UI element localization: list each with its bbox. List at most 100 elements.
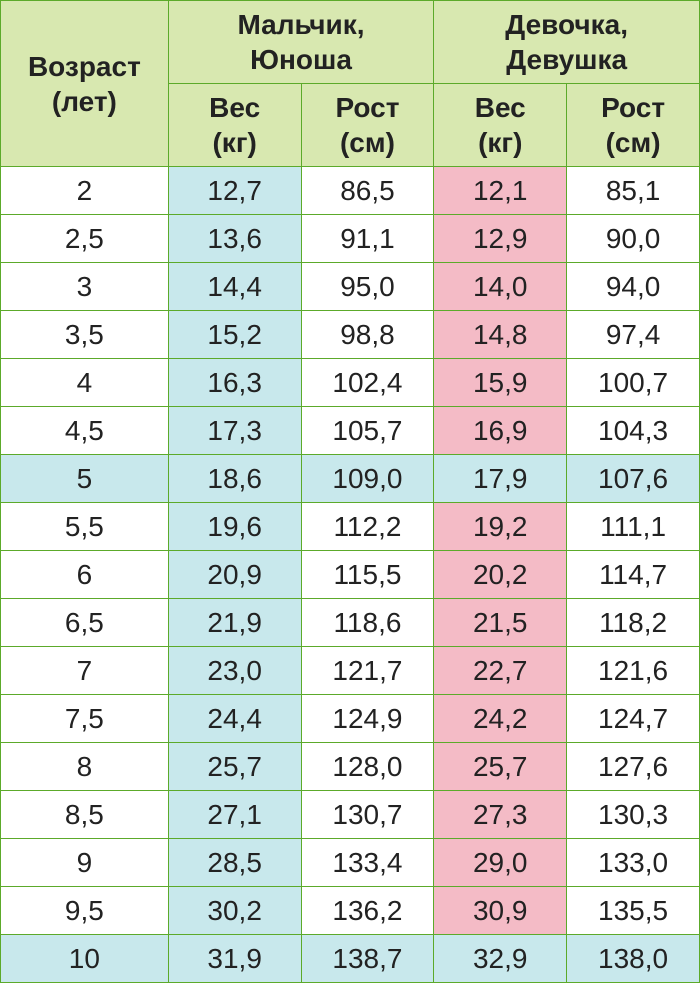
girl-height-cell: 97,4	[567, 311, 700, 359]
girl-weight-cell: 21,5	[434, 599, 567, 647]
boy-height-cell: 102,4	[301, 359, 434, 407]
boy-weight-cell: 31,9	[168, 935, 301, 983]
girl-weight-cell: 27,3	[434, 791, 567, 839]
age-cell: 5,5	[1, 503, 169, 551]
boy-weight-cell: 24,4	[168, 695, 301, 743]
boy-height-cell: 138,7	[301, 935, 434, 983]
girl-weight-cell: 12,9	[434, 215, 567, 263]
girl-weight-cell: 22,7	[434, 647, 567, 695]
girl-height-cell: 90,0	[567, 215, 700, 263]
growth-table: Возраст (лет) Мальчик, Юноша Девочка, Де…	[0, 0, 700, 983]
table-row: 7,524,4124,924,2124,7	[1, 695, 700, 743]
header-girl-weight: Вес (кг)	[434, 84, 567, 167]
girl-height-cell: 127,6	[567, 743, 700, 791]
boy-height-cell: 124,9	[301, 695, 434, 743]
table-row: 416,3102,415,9100,7	[1, 359, 700, 407]
girl-height-cell: 111,1	[567, 503, 700, 551]
boy-weight-cell: 19,6	[168, 503, 301, 551]
table-row: 212,786,512,185,1	[1, 167, 700, 215]
age-cell: 9	[1, 839, 169, 887]
girl-height-cell: 138,0	[567, 935, 700, 983]
boy-height-cell: 109,0	[301, 455, 434, 503]
age-cell: 2,5	[1, 215, 169, 263]
table-row: 1031,9138,732,9138,0	[1, 935, 700, 983]
header-girl: Девочка, Девушка	[434, 1, 700, 84]
header-boy-bottom: Юноша	[250, 44, 352, 75]
table-row: 2,513,691,112,990,0	[1, 215, 700, 263]
girl-height-cell: 85,1	[567, 167, 700, 215]
age-cell: 6,5	[1, 599, 169, 647]
age-cell: 6	[1, 551, 169, 599]
boy-weight-cell: 25,7	[168, 743, 301, 791]
boy-weight-cell: 21,9	[168, 599, 301, 647]
header-age-bottom: (лет)	[52, 86, 117, 117]
boy-height-cell: 95,0	[301, 263, 434, 311]
boy-height-cell: 133,4	[301, 839, 434, 887]
boy-height-cell: 136,2	[301, 887, 434, 935]
boy-height-cell: 128,0	[301, 743, 434, 791]
boy-height-cell: 118,6	[301, 599, 434, 647]
girl-weight-cell: 19,2	[434, 503, 567, 551]
girl-height-cell: 104,3	[567, 407, 700, 455]
age-cell: 2	[1, 167, 169, 215]
girl-height-cell: 121,6	[567, 647, 700, 695]
table-row: 4,517,3105,716,9104,3	[1, 407, 700, 455]
boy-weight-cell: 14,4	[168, 263, 301, 311]
girl-height-cell: 133,0	[567, 839, 700, 887]
table-row: 9,530,2136,230,9135,5	[1, 887, 700, 935]
girl-weight-cell: 17,9	[434, 455, 567, 503]
girl-weight-cell: 24,2	[434, 695, 567, 743]
table-row: 8,527,1130,727,3130,3	[1, 791, 700, 839]
girl-weight-cell: 25,7	[434, 743, 567, 791]
girl-weight-cell: 15,9	[434, 359, 567, 407]
girl-weight-cell: 20,2	[434, 551, 567, 599]
table-body: 212,786,512,185,12,513,691,112,990,0314,…	[1, 167, 700, 983]
boy-height-cell: 112,2	[301, 503, 434, 551]
girl-weight-cell: 14,8	[434, 311, 567, 359]
girl-height-cell: 130,3	[567, 791, 700, 839]
table-row: 6,521,9118,621,5118,2	[1, 599, 700, 647]
boy-weight-cell: 17,3	[168, 407, 301, 455]
boy-weight-cell: 27,1	[168, 791, 301, 839]
header-girl-top: Девочка,	[505, 9, 628, 40]
age-cell: 8,5	[1, 791, 169, 839]
age-cell: 7	[1, 647, 169, 695]
boy-weight-cell: 20,9	[168, 551, 301, 599]
girl-weight-cell: 32,9	[434, 935, 567, 983]
boy-height-cell: 121,7	[301, 647, 434, 695]
girl-weight-cell: 29,0	[434, 839, 567, 887]
header-girl-bottom: Девушка	[506, 44, 627, 75]
boy-height-cell: 130,7	[301, 791, 434, 839]
header-age: Возраст (лет)	[1, 1, 169, 167]
age-cell: 4	[1, 359, 169, 407]
age-cell: 3	[1, 263, 169, 311]
girl-weight-cell: 16,9	[434, 407, 567, 455]
boy-height-cell: 105,7	[301, 407, 434, 455]
boy-weight-cell: 12,7	[168, 167, 301, 215]
age-cell: 8	[1, 743, 169, 791]
girl-height-cell: 107,6	[567, 455, 700, 503]
age-cell: 4,5	[1, 407, 169, 455]
girl-weight-cell: 14,0	[434, 263, 567, 311]
boy-weight-cell: 30,2	[168, 887, 301, 935]
boy-weight-cell: 18,6	[168, 455, 301, 503]
table-header: Возраст (лет) Мальчик, Юноша Девочка, Де…	[1, 1, 700, 167]
boy-weight-cell: 13,6	[168, 215, 301, 263]
girl-height-cell: 94,0	[567, 263, 700, 311]
age-cell: 5	[1, 455, 169, 503]
boy-weight-cell: 28,5	[168, 839, 301, 887]
table-row: 620,9115,520,2114,7	[1, 551, 700, 599]
girl-weight-cell: 12,1	[434, 167, 567, 215]
header-girl-height: Рост (см)	[567, 84, 700, 167]
boy-weight-cell: 16,3	[168, 359, 301, 407]
girl-height-cell: 118,2	[567, 599, 700, 647]
boy-height-cell: 98,8	[301, 311, 434, 359]
table-row: 3,515,298,814,897,4	[1, 311, 700, 359]
age-cell: 10	[1, 935, 169, 983]
age-cell: 3,5	[1, 311, 169, 359]
table-row: 314,495,014,094,0	[1, 263, 700, 311]
age-cell: 9,5	[1, 887, 169, 935]
growth-table-wrap: Возраст (лет) Мальчик, Юноша Девочка, Де…	[0, 0, 700, 983]
girl-height-cell: 135,5	[567, 887, 700, 935]
girl-height-cell: 100,7	[567, 359, 700, 407]
